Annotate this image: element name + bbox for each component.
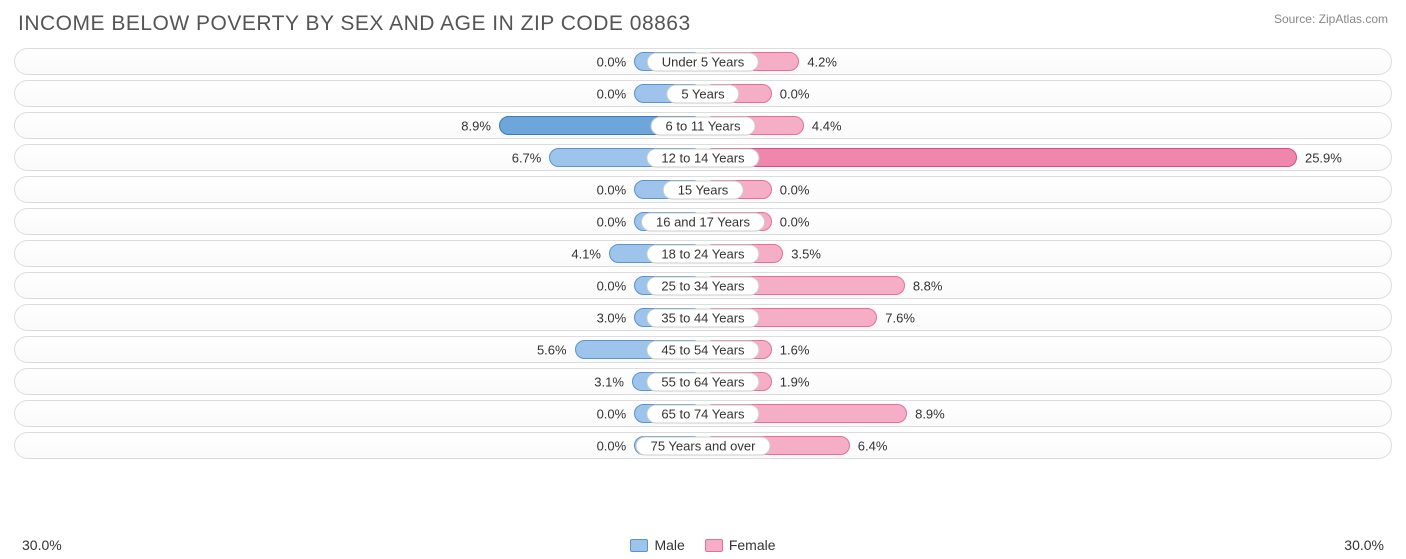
female-value: 4.2% <box>807 54 837 69</box>
female-value: 7.6% <box>885 310 915 325</box>
chart-row: 0.0% 4.2% Under 5 Years <box>14 48 1392 75</box>
category-label: 75 Years and over <box>636 436 771 455</box>
chart-row: 6.7% 25.9% 12 to 14 Years <box>14 144 1392 171</box>
category-label: 16 and 17 Years <box>641 212 765 231</box>
male-value: 0.0% <box>597 54 627 69</box>
female-value: 0.0% <box>780 86 810 101</box>
female-value: 1.9% <box>780 374 810 389</box>
chart-row: 0.0% 8.8% 25 to 34 Years <box>14 272 1392 299</box>
male-value: 3.1% <box>594 374 624 389</box>
legend-female-label: Female <box>729 537 776 553</box>
legend-male-label: Male <box>654 537 684 553</box>
female-value: 6.4% <box>858 438 888 453</box>
legend-female: Female <box>705 537 776 553</box>
male-value: 8.9% <box>461 118 491 133</box>
male-value: 0.0% <box>597 438 627 453</box>
category-label: Under 5 Years <box>647 52 759 71</box>
male-value: 0.0% <box>597 406 627 421</box>
male-value: 0.0% <box>597 214 627 229</box>
female-value: 25.9% <box>1305 150 1342 165</box>
category-label: 6 to 11 Years <box>651 116 756 135</box>
female-bar <box>703 148 1297 167</box>
chart-row: 3.1% 1.9% 55 to 64 Years <box>14 368 1392 395</box>
category-label: 5 Years <box>666 84 739 103</box>
chart-row: 5.6% 1.6% 45 to 54 Years <box>14 336 1392 363</box>
legend: Male Female <box>630 537 775 553</box>
chart-row: 4.1% 3.5% 18 to 24 Years <box>14 240 1392 267</box>
male-value: 0.0% <box>597 86 627 101</box>
male-value: 0.0% <box>597 182 627 197</box>
male-value: 3.0% <box>597 310 627 325</box>
chart-title: INCOME BELOW POVERTY BY SEX AND AGE IN Z… <box>18 12 691 36</box>
chart-row: 0.0% 0.0% 15 Years <box>14 176 1392 203</box>
category-label: 18 to 24 Years <box>646 244 759 263</box>
male-value: 6.7% <box>512 150 542 165</box>
axis-max-left: 30.0% <box>22 537 62 553</box>
category-label: 25 to 34 Years <box>646 276 759 295</box>
legend-male: Male <box>630 537 684 553</box>
chart-row: 0.0% 0.0% 5 Years <box>14 80 1392 107</box>
chart-row: 0.0% 8.9% 65 to 74 Years <box>14 400 1392 427</box>
header: INCOME BELOW POVERTY BY SEX AND AGE IN Z… <box>0 0 1406 44</box>
male-value: 5.6% <box>537 342 567 357</box>
source-label: Source: ZipAtlas.com <box>1274 12 1388 26</box>
category-label: 45 to 54 Years <box>646 340 759 359</box>
female-value: 0.0% <box>780 182 810 197</box>
category-label: 15 Years <box>663 180 744 199</box>
category-label: 65 to 74 Years <box>646 404 759 423</box>
category-label: 55 to 64 Years <box>646 372 759 391</box>
male-value: 4.1% <box>571 246 601 261</box>
category-label: 35 to 44 Years <box>646 308 759 327</box>
axis-max-right: 30.0% <box>1344 537 1384 553</box>
female-value: 8.8% <box>913 278 943 293</box>
female-swatch-icon <box>705 539 723 552</box>
female-value: 8.9% <box>915 406 945 421</box>
female-value: 3.5% <box>791 246 821 261</box>
chart-row: 0.0% 6.4% 75 Years and over <box>14 432 1392 459</box>
chart-row: 8.9% 4.4% 6 to 11 Years <box>14 112 1392 139</box>
category-label: 12 to 14 Years <box>646 148 759 167</box>
female-value: 4.4% <box>812 118 842 133</box>
female-value: 0.0% <box>780 214 810 229</box>
female-value: 1.6% <box>780 342 810 357</box>
footer: 30.0% Male Female 30.0% <box>0 537 1406 553</box>
male-swatch-icon <box>630 539 648 552</box>
chart-area: 0.0% 4.2% Under 5 Years 0.0% 0.0% 5 Years 8.9%… <box>0 44 1406 459</box>
chart-row: 3.0% 7.6% 35 to 44 Years <box>14 304 1392 331</box>
chart-row: 0.0% 0.0% 16 and 17 Years <box>14 208 1392 235</box>
male-value: 0.0% <box>597 278 627 293</box>
